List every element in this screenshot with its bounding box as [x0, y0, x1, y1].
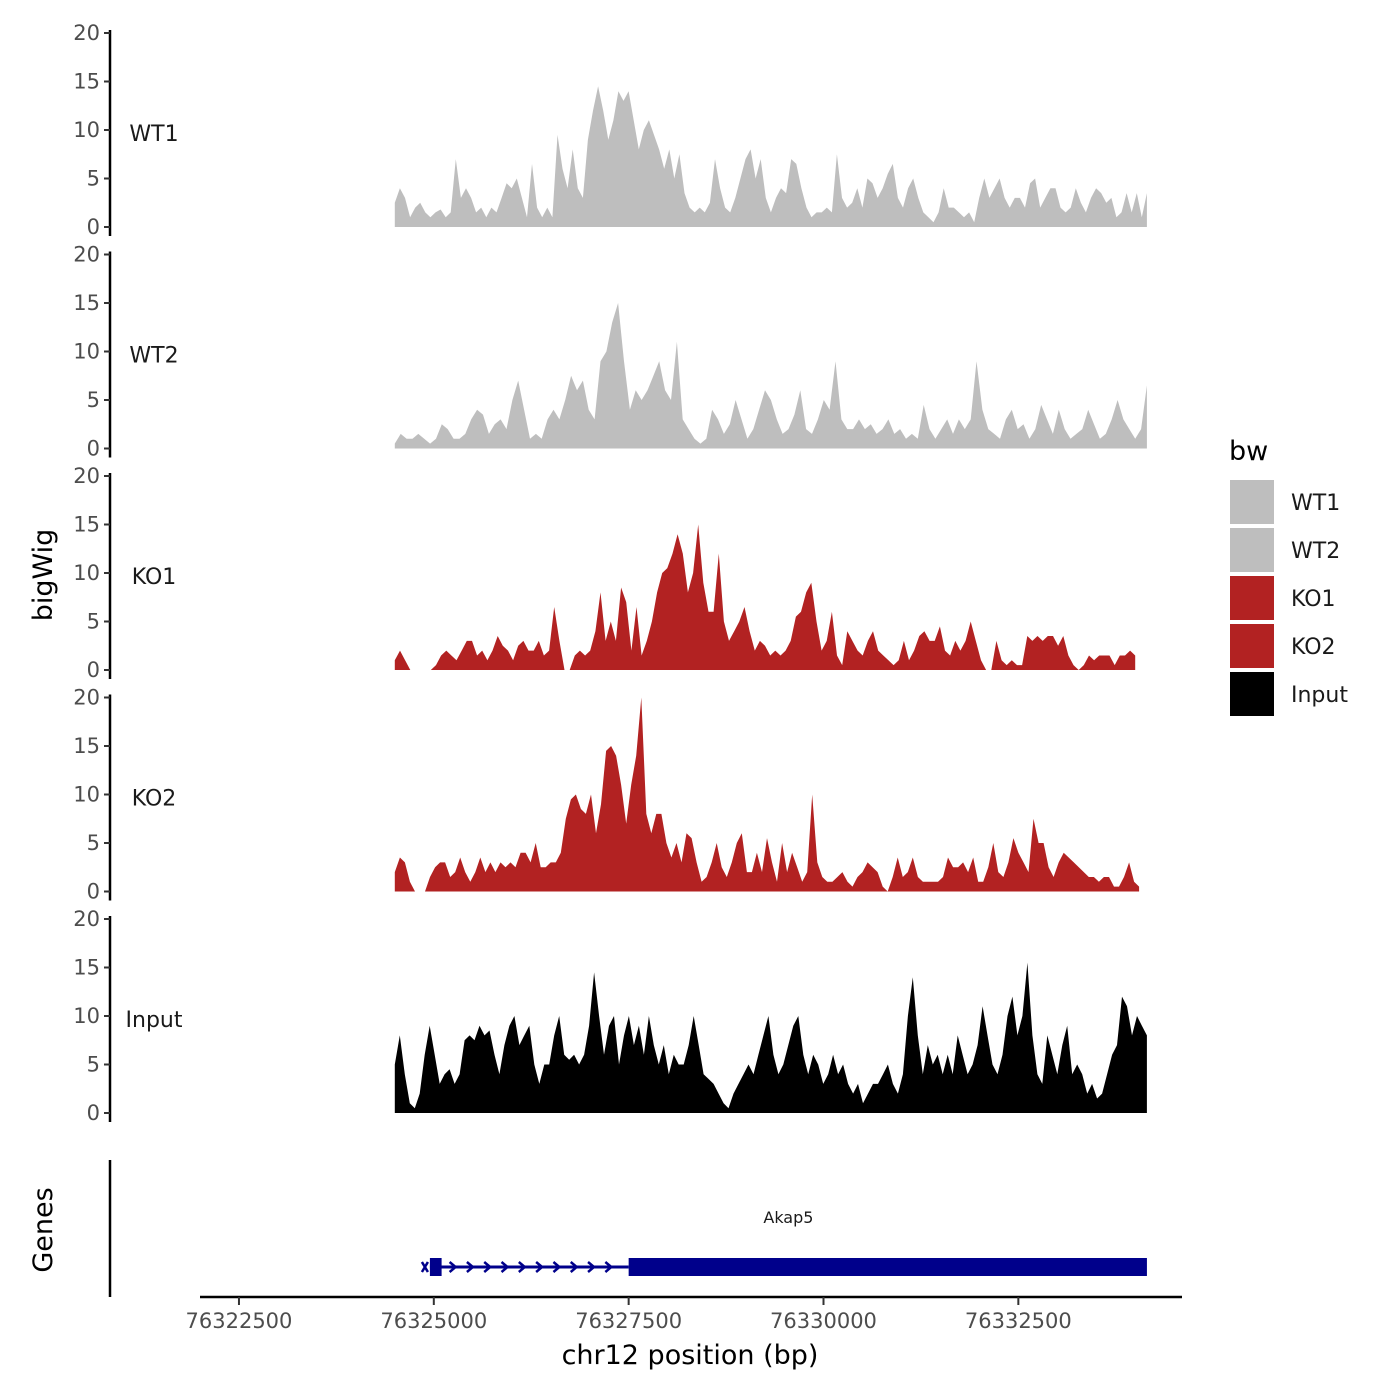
- gene-strand-arrow: [500, 1261, 510, 1273]
- legend-swatch-wt2: [1230, 528, 1274, 572]
- gene-utr-block: [429, 1258, 442, 1276]
- track-label-wt1: WT1: [129, 122, 178, 147]
- y-tick-label: 10: [73, 1004, 100, 1028]
- y-tick-label: 5: [87, 831, 100, 855]
- x-axis-title: chr12 position (bp): [562, 1340, 819, 1371]
- y-tick-label: 15: [73, 70, 100, 94]
- tracks-panel: 0 5 10 15 20 WT1 0 5 10 15 20 WT2 0 5 10 15 20 KO1 0 5 10 15 2…: [73, 21, 1147, 1125]
- legend: bw WT1 WT2 KO1 KO2 Input: [1229, 436, 1348, 716]
- legend-label-ko1: KO1: [1291, 587, 1336, 612]
- genes-axis-title: Genes: [28, 1187, 59, 1272]
- gene-strand-arrow: [587, 1261, 596, 1273]
- track-wt1: 0 5 10 15 20 WT1: [73, 21, 1147, 239]
- x-tick-label: 76325000: [380, 1309, 487, 1333]
- y-tick-label: 5: [87, 388, 100, 412]
- x-tick-label: 76322500: [186, 1309, 293, 1333]
- legend-label-wt1: WT1: [1291, 491, 1340, 516]
- legend-swatch-ko2: [1230, 624, 1274, 668]
- track-label-ko1: KO1: [132, 565, 177, 590]
- y-tick-label: 10: [73, 783, 100, 807]
- track-ko1: 0 5 10 15 20 KO1: [73, 464, 1136, 682]
- legend-label-input: Input: [1291, 683, 1348, 708]
- gene-strand-arrow: [483, 1261, 493, 1273]
- legend-title: bw: [1229, 436, 1268, 467]
- y-tick-label: 20: [73, 21, 100, 45]
- genes-panel: 76322500 76325000 76327500 76330000 76332500…: [108, 1160, 1182, 1333]
- y-tick-label: 10: [73, 561, 100, 585]
- gene-strand-arrow: [569, 1261, 579, 1273]
- y-tick-label: 10: [73, 340, 100, 364]
- legend-label-ko2: KO2: [1291, 635, 1336, 660]
- track-wt2: 0 5 10 15 20 WT2: [73, 243, 1147, 461]
- y-tick-label: 0: [87, 215, 100, 239]
- legend-swatch-ko1: [1230, 576, 1274, 620]
- y-tick-label: 0: [87, 658, 100, 682]
- gene-strand-arrow: [552, 1261, 562, 1273]
- y-tick-label: 20: [73, 464, 100, 488]
- x-tick-label: 76330000: [770, 1309, 877, 1333]
- y-tick-label: 15: [73, 291, 100, 315]
- area-wt2: [394, 303, 1147, 449]
- area-ko2: [394, 697, 1140, 892]
- track-input: 0 5 10 15 20 Input: [73, 907, 1147, 1125]
- y-tick-label: 20: [73, 907, 100, 931]
- legend-swatch-wt1: [1230, 480, 1274, 524]
- y-tick-label: 20: [73, 686, 100, 710]
- gene-strand-arrow: [466, 1261, 475, 1273]
- y-tick-label: 0: [87, 1101, 100, 1125]
- gene-cds-block: [628, 1258, 1147, 1276]
- gene-strand-arrow: [535, 1261, 545, 1273]
- y-tick-label: 20: [73, 243, 100, 267]
- y-tick-label: 5: [87, 610, 100, 634]
- gene-strand-arrow: [604, 1261, 614, 1273]
- gene-name-label: Akap5: [763, 1208, 813, 1227]
- x-tick-label: 76332500: [965, 1309, 1072, 1333]
- gene-strand-arrow: [448, 1261, 458, 1273]
- x-tick-label: 76327500: [575, 1309, 682, 1333]
- area-input: [394, 962, 1147, 1113]
- area-wt1: [394, 86, 1147, 227]
- track-label-wt2: WT2: [129, 344, 178, 369]
- track-label-input: Input: [126, 1008, 183, 1033]
- gene-strand-arrow: [518, 1261, 527, 1273]
- legend-label-wt2: WT2: [1291, 539, 1340, 564]
- y-tick-label: 5: [87, 167, 100, 191]
- area-ko1: [394, 524, 1136, 670]
- y-tick-label: 10: [73, 118, 100, 142]
- y-tick-label: 15: [73, 513, 100, 537]
- y-tick-label: 15: [73, 956, 100, 980]
- legend-swatch-input: [1230, 672, 1274, 716]
- y-tick-label: 0: [87, 437, 100, 461]
- y-tick-label: 0: [87, 880, 100, 904]
- track-ko2: 0 5 10 15 20 KO2: [73, 686, 1140, 904]
- y-tick-label: 15: [73, 734, 100, 758]
- y-axis-title: bigWig: [28, 529, 59, 622]
- y-tick-label: 5: [87, 1053, 100, 1077]
- track-label-ko2: KO2: [132, 787, 177, 812]
- gene-start-marker: [420, 1261, 429, 1273]
- gene-akap5: Akap5: [420, 1208, 1147, 1276]
